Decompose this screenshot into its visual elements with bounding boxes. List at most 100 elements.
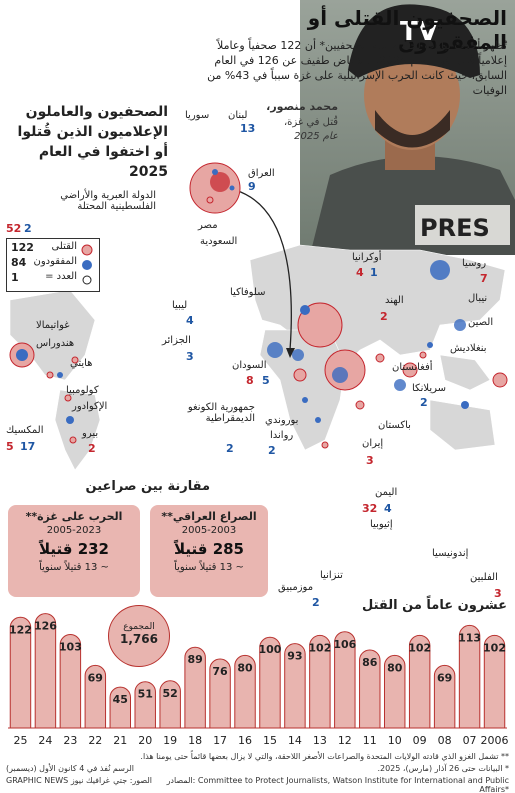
total-label: المجموع (123, 622, 155, 632)
bangladesh-dot (454, 319, 466, 331)
country-guatemala: غواتيمالا (36, 320, 70, 331)
drc-missing: 2 (226, 442, 234, 455)
bar-category-label: 13 (313, 734, 327, 747)
bar-value-label: 122 (9, 623, 32, 636)
egypt-dot (206, 196, 214, 204)
india-dot (375, 353, 385, 363)
rwanda-dot (315, 417, 321, 423)
total-value: 1,766 (120, 632, 158, 646)
country-bangladesh: بنغلاديش (450, 343, 487, 354)
country-slovakia: سلوفاكيا (230, 287, 266, 298)
bar-07 (458, 625, 481, 729)
bar-value-label: 52 (163, 687, 178, 700)
iraq-dot (229, 185, 235, 191)
country-ukraine: أوكرانيا (352, 252, 382, 263)
russia-killed: 7 (480, 272, 488, 285)
country-rwanda: رواندا (270, 430, 294, 441)
bar-category-label: 09 (413, 734, 427, 747)
bar-12 (334, 631, 356, 729)
journalist-photo: PRES TV (300, 0, 515, 255)
bar-category-label: 16 (238, 734, 252, 747)
mozambique-missing: 2 (312, 596, 320, 609)
chart-title: عشرون عاماً من القتل (362, 598, 507, 613)
iran-killed: 3 (366, 454, 374, 467)
iraq-total: 285 قتيلاً (174, 540, 244, 558)
bar-21 (109, 686, 132, 729)
bar-value-label: 102 (408, 641, 431, 654)
page-title: الصحفيون القتلى أو المفقودون (307, 6, 507, 54)
bar-value-label: 126 (34, 620, 57, 633)
libya-dot (292, 349, 304, 361)
photo-caption-line1: قُتل في غزة، (283, 117, 338, 128)
bar-category-label: 23 (63, 734, 77, 747)
country-indonesia: إندونيسيا (432, 548, 469, 559)
bar-23 (59, 634, 82, 729)
bar-chart: 122 25 126 24 103 23 69 22 45 21 51 20 52 19 89 18 76 17 8… (8, 613, 509, 747)
bar-value-label: 102 (308, 641, 331, 654)
bar-category-label: 19 (163, 734, 177, 747)
bar-value-label: 69 (88, 671, 103, 684)
bar-19 (159, 680, 181, 729)
country-drc: جمهورية الكونغو الديمقراطية (187, 402, 255, 424)
country-sudan: السودان (232, 360, 267, 371)
bar-category-label: 12 (338, 734, 352, 747)
bar-category-label: 24 (38, 734, 52, 747)
bar-category-label: 08 (438, 734, 452, 747)
bar-24 (34, 613, 57, 729)
honduras-dot (57, 372, 63, 378)
china-dot (427, 342, 433, 348)
world-map (9, 162, 508, 471)
bar-category-label: 07 (463, 734, 477, 747)
ecuador-dot (66, 416, 74, 424)
bar-value-label: 69 (437, 671, 452, 684)
bar-20 (134, 681, 156, 729)
country-mexico: المكسيك (6, 425, 44, 436)
country-nepal: نيبال (468, 293, 488, 304)
legend-killed-symbol (81, 244, 93, 256)
bar-category-label: 18 (188, 734, 202, 747)
country-lebanon: لبنان (228, 110, 248, 121)
total-badge: المجموع 1,766 (108, 605, 170, 667)
bar-category-label: 11 (363, 734, 377, 747)
algeria-dot (267, 342, 283, 358)
country-russia: روسيا (462, 258, 487, 269)
mexico-killed: 5 (6, 440, 14, 453)
algeria-missing: 3 (186, 350, 194, 363)
me-cluster-inner (210, 172, 230, 192)
pakistan-dot (402, 362, 418, 378)
bar-10 (383, 654, 406, 729)
bar-08 (433, 664, 456, 729)
gaza-total: 232 قتيلاً (39, 540, 109, 558)
srilanka-dot (394, 379, 406, 391)
iraq-title: الصراع العراقي** (161, 510, 257, 523)
country-peru: بيرو (82, 428, 99, 439)
country-iran: إيران (362, 438, 384, 449)
philippines-dot (492, 372, 508, 388)
yemen-missing (332, 367, 348, 383)
bar-11 (359, 649, 381, 729)
bar-value-label: 76 (212, 665, 228, 678)
bar-13 (309, 635, 331, 729)
legend-symbols (81, 244, 93, 285)
bar-value-label: 106 (333, 638, 356, 651)
country-syria: سوريا (185, 110, 210, 121)
legend-killed-label: القتلى (51, 241, 77, 252)
bar-22 (84, 665, 107, 729)
gaza-cluster (297, 302, 343, 348)
country-israel: الدولة العبرية والأراضي الفلسطينية المحت… (60, 190, 156, 212)
lebanon-missing: 13 (240, 122, 256, 135)
country-burundi: بوروندي (265, 415, 299, 426)
footnote-2: * البيانات حتى 26 آذار (مارس)، 2025. (377, 764, 509, 773)
libya-missing: 4 (186, 314, 194, 327)
peru-killed: 2 (88, 442, 96, 455)
country-ecuador: الإكوادور (72, 401, 108, 412)
iraq-missing: 9 (248, 180, 256, 193)
yemen-killed: 32 (362, 502, 378, 515)
mexico-missing (16, 349, 28, 361)
israel-missing: 2 (24, 222, 32, 235)
bar-value-label: 89 (187, 653, 202, 666)
bar-14 (284, 643, 306, 729)
bar-value-label: 80 (387, 661, 403, 674)
legend-count-symbol (82, 275, 92, 285)
gaza-per-year: ~ 13 قتيلاً سنوياً (39, 562, 109, 573)
